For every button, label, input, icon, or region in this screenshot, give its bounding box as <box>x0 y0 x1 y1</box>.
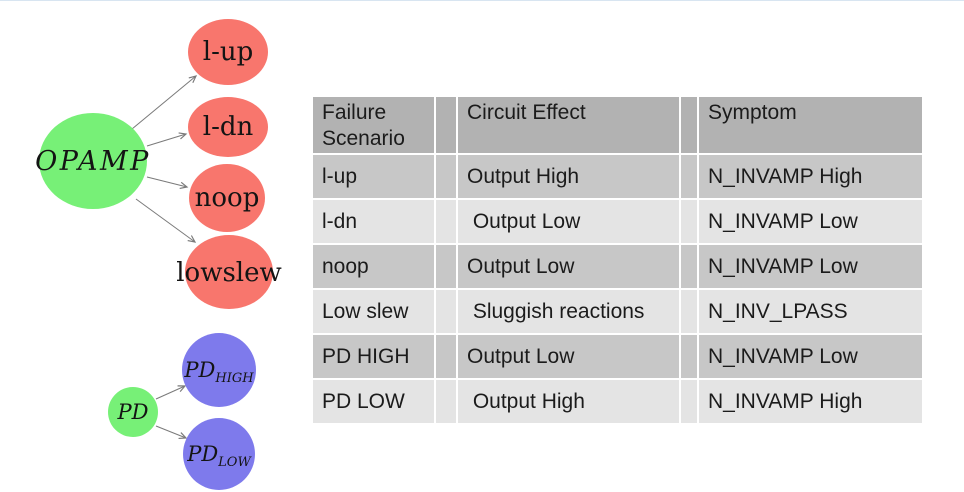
spacer-cell <box>436 200 456 243</box>
node-l-up-label: l-up <box>203 37 254 67</box>
cell-symptom: N_INVAMP High <box>699 155 922 198</box>
table-row: noop Output Low N_INVAMP Low <box>313 245 922 288</box>
cell-failure-scenario: noop <box>313 245 434 288</box>
spacer-column <box>436 97 456 153</box>
cell-failure-scenario: l-up <box>313 155 434 198</box>
node-opamp <box>39 113 147 209</box>
node-pd-high <box>182 333 256 407</box>
node-lowslew-label: lowslew <box>176 258 282 288</box>
spacer-cell <box>681 155 697 198</box>
edge-opamp-noop <box>146 176 187 187</box>
edge-opamp-l-dn <box>146 134 186 147</box>
cell-symptom: N_INVAMP Low <box>699 245 922 288</box>
table-row: l-dn Output Low N_INVAMP Low <box>313 200 922 243</box>
edge-opamp-lowslew <box>135 198 195 242</box>
failure-symptom-table: Failure Scenario Circuit Effect Symptom … <box>311 95 924 425</box>
spacer-cell <box>681 290 697 333</box>
cell-symptom: N_INVAMP Low <box>699 200 922 243</box>
cell-failure-scenario: PD HIGH <box>313 335 434 378</box>
cell-symptom: N_INV_LPASS <box>699 290 922 333</box>
cell-circuit-effect: Sluggish reactions <box>458 290 679 333</box>
edge-pd-pdhigh <box>155 386 185 400</box>
spacer-cell <box>681 335 697 378</box>
fault-tree-diagram: OPAMP l-up l-dn noop lowslew PD PDHIGH P… <box>35 19 282 490</box>
spacer-cell <box>681 200 697 243</box>
spacer-column <box>681 97 697 153</box>
node-l-dn-label: l-dn <box>203 112 254 142</box>
top-edge-line <box>0 0 964 1</box>
node-opamp-label: OPAMP <box>35 146 151 177</box>
cell-failure-scenario: PD LOW <box>313 380 434 423</box>
node-lowslew <box>185 235 273 309</box>
node-l-dn <box>188 97 268 157</box>
node-noop <box>189 164 265 232</box>
node-pd-low-label: PDLOW <box>186 442 252 470</box>
cell-failure-scenario: Low slew <box>313 290 434 333</box>
cell-circuit-effect: Output Low <box>458 200 679 243</box>
table-row: PD HIGH Output Low N_INVAMP Low <box>313 335 922 378</box>
spacer-cell <box>436 380 456 423</box>
cell-circuit-effect: Output High <box>458 155 679 198</box>
cell-circuit-effect: Output Low <box>458 245 679 288</box>
cell-circuit-effect: Output High <box>458 380 679 423</box>
table-row: PD LOW Output High N_INVAMP High <box>313 380 922 423</box>
node-pd <box>108 387 158 437</box>
col-header-circuit-effect: Circuit Effect <box>458 97 679 153</box>
cell-circuit-effect: Output Low <box>458 335 679 378</box>
table-header-row: Failure Scenario Circuit Effect Symptom <box>313 97 922 153</box>
spacer-cell <box>681 245 697 288</box>
col-header-failure-scenario: Failure Scenario <box>313 97 434 153</box>
col-header-symptom: Symptom <box>699 97 922 153</box>
node-pd-high-label: PDHIGH <box>183 358 254 386</box>
cell-failure-scenario: l-dn <box>313 200 434 243</box>
spacer-cell <box>436 290 456 333</box>
edge-pd-pdlow <box>155 425 186 438</box>
node-pd-low <box>183 418 255 490</box>
cell-symptom: N_INVAMP High <box>699 380 922 423</box>
spacer-cell <box>436 335 456 378</box>
spacer-cell <box>436 245 456 288</box>
edge-opamp-l-up <box>131 76 196 130</box>
spacer-cell <box>681 380 697 423</box>
cell-symptom: N_INVAMP Low <box>699 335 922 378</box>
node-l-up <box>188 19 268 85</box>
table-row: l-up Output High N_INVAMP High <box>313 155 922 198</box>
node-noop-label: noop <box>195 183 260 213</box>
node-pd-label: PD <box>117 400 149 424</box>
table-row: Low slew Sluggish reactions N_INV_LPASS <box>313 290 922 333</box>
spacer-cell <box>436 155 456 198</box>
